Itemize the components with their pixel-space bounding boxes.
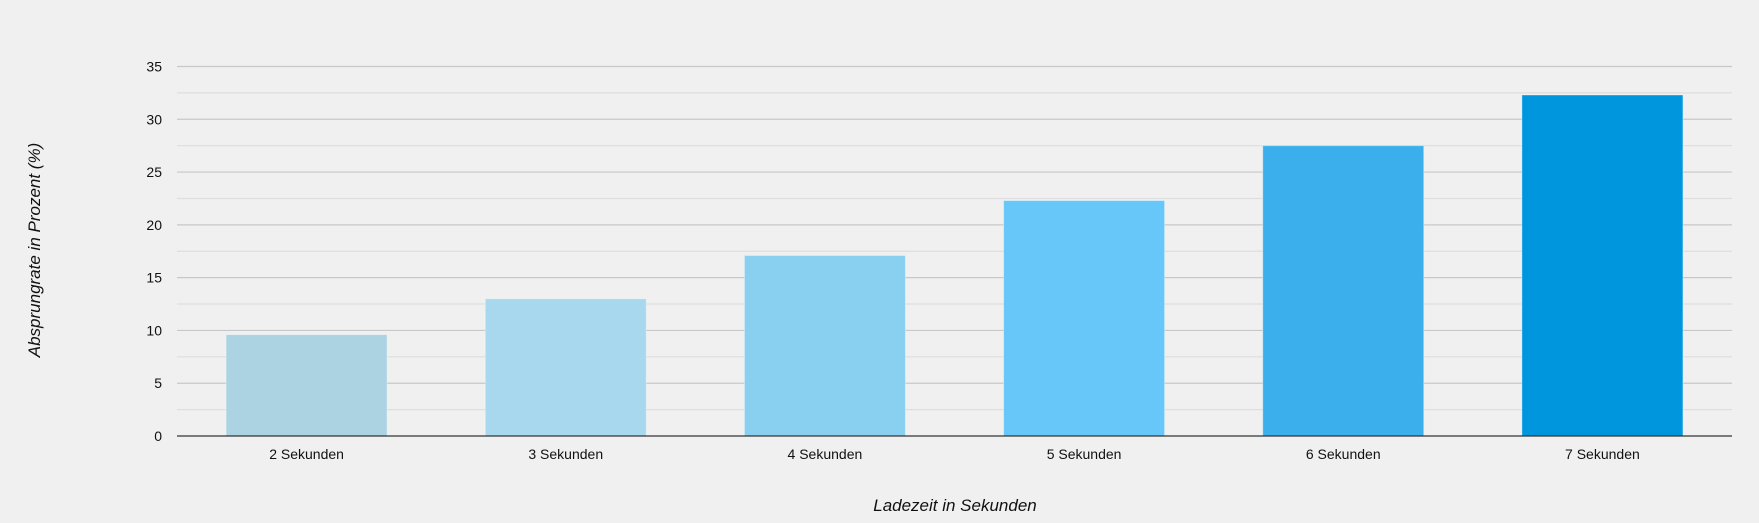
bar xyxy=(1003,200,1166,437)
bars xyxy=(225,94,1684,437)
bar xyxy=(484,298,647,437)
y-tick-label: 5 xyxy=(154,375,162,391)
x-axis-labels: 2 Sekunden 3 Sekunden 4 Sekunden 5 Sekunden… xyxy=(269,446,1640,462)
y-tick-label: 0 xyxy=(154,428,162,444)
y-tick-label: 35 xyxy=(146,59,162,75)
y-tick-label: 15 xyxy=(146,270,162,286)
bar xyxy=(743,254,906,437)
y-tick-label: 20 xyxy=(146,217,162,233)
y-tick-label: 10 xyxy=(146,322,162,338)
y-tick-label: 30 xyxy=(146,111,162,127)
x-tick-label: 6 Sekunden xyxy=(1306,446,1381,462)
x-tick-label: 7 Sekunden xyxy=(1565,446,1640,462)
x-axis-title: Ladezeit in Sekunden xyxy=(873,496,1037,515)
bar xyxy=(1262,145,1425,437)
x-tick-label: 5 Sekunden xyxy=(1047,446,1122,462)
gridlines xyxy=(177,65,1732,411)
x-tick-label: 2 Sekunden xyxy=(269,446,344,462)
y-tick-label: 25 xyxy=(146,164,162,180)
bar xyxy=(1521,94,1684,437)
y-axis-ticks: 0 5 10 15 20 25 30 35 xyxy=(146,59,162,445)
x-tick-label: 4 Sekunden xyxy=(788,446,863,462)
y-axis-title: Absprungrate in Prozent (%) xyxy=(25,143,44,359)
x-tick-label: 3 Sekunden xyxy=(528,446,603,462)
bar xyxy=(225,334,388,437)
